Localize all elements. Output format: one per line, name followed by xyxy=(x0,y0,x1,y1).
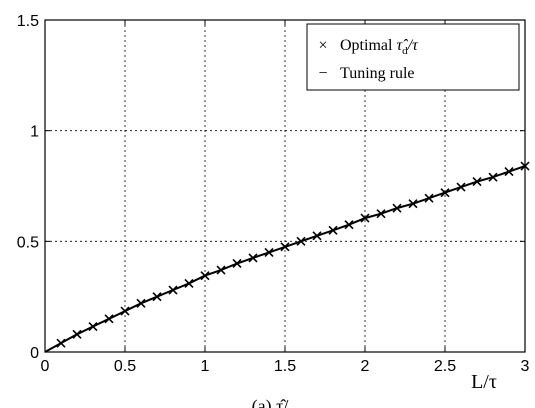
legend-entry-1-suffix: /τ xyxy=(407,37,419,54)
optimal-marker xyxy=(440,188,450,198)
x-tick-label: 1.5 xyxy=(274,358,296,375)
optimal-marker xyxy=(360,213,370,223)
optimal-marker xyxy=(328,225,338,235)
optimal-marker xyxy=(136,298,146,308)
series-optimal-markers xyxy=(56,161,530,348)
optimal-marker xyxy=(504,167,514,177)
optimal-marker xyxy=(312,231,322,241)
optimal-marker xyxy=(72,329,82,339)
optimal-marker xyxy=(424,193,434,203)
legend: × Optimal τ̂d/τ − Tuning rule xyxy=(306,23,520,91)
x-tick-label: 0 xyxy=(41,358,50,375)
optimal-marker xyxy=(200,271,210,281)
optimal-marker xyxy=(88,321,98,332)
optimal-marker xyxy=(456,182,466,192)
legend-entry-2-symbol: − xyxy=(318,65,327,82)
x-axis-label: L/τ xyxy=(471,371,497,393)
optimal-marker xyxy=(280,242,290,252)
x-tick-labels: 0 0.5 1 1.5 2 2.5 3 xyxy=(41,358,530,375)
optimal-marker xyxy=(520,161,530,171)
x-tick-label: 0.5 xyxy=(114,358,136,375)
optimal-marker xyxy=(472,177,482,187)
optimal-marker xyxy=(184,278,194,288)
optimal-marker xyxy=(56,338,66,348)
tuning-rule-line xyxy=(44,165,526,353)
optimal-marker xyxy=(152,292,162,302)
x-tick-label: 2.5 xyxy=(434,358,456,375)
x-tick-label: 1 xyxy=(201,358,210,375)
optimal-marker xyxy=(104,314,114,324)
optimal-marker xyxy=(232,258,242,269)
optimal-marker xyxy=(120,306,130,316)
y-tick-labels: 0 0.5 1 1.5 xyxy=(17,13,39,362)
legend-entry-1-sub: d xyxy=(402,45,408,57)
optimal-marker xyxy=(216,265,226,275)
y-tick-label: 0.5 xyxy=(17,234,39,251)
optimal-marker xyxy=(488,172,498,182)
y-tick-label: 1.5 xyxy=(17,13,39,30)
y-tick-label: 1 xyxy=(30,124,39,141)
legend-entry-2-label: Tuning rule xyxy=(340,65,415,82)
optimal-marker xyxy=(408,199,418,209)
optimal-marker xyxy=(376,209,386,219)
legend-entry-1-symbol: × xyxy=(318,37,327,54)
legend-box xyxy=(306,23,520,91)
series-tuning-rule xyxy=(44,165,526,353)
legend-entry-1-label: Optimal τ̂d/τ xyxy=(340,37,419,57)
optimal-marker xyxy=(296,236,306,246)
optimal-marker xyxy=(344,220,354,230)
optimal-marker xyxy=(264,247,274,257)
axis-ticks xyxy=(44,19,526,353)
optimal-marker xyxy=(168,285,178,295)
optimal-marker xyxy=(248,253,258,263)
y-tick-label: 0 xyxy=(30,345,39,362)
caption-fragment: (a) τ̂/ xyxy=(252,396,289,408)
optimal-marker xyxy=(392,203,402,213)
legend-entry-1-prefix: Optimal xyxy=(340,37,393,54)
x-tick-label: 3 xyxy=(521,358,530,375)
x-tick-label: 2 xyxy=(361,358,370,375)
